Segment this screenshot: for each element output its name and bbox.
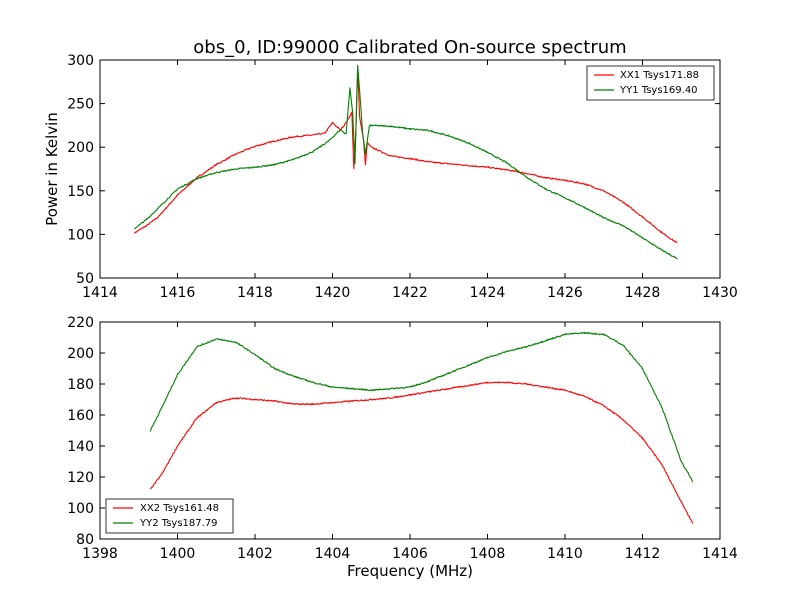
bottom-panel: 1398 1400 1402 1404 1406 1408 1410 1412 1414 80 10… — [67, 315, 738, 580]
legend-label-yy1: YY1 Tsys169.40 — [619, 85, 698, 96]
top-x-tick-label-3: 1420 — [315, 285, 351, 301]
legend-label-xx1: XX1 Tsys171.88 — [620, 70, 699, 81]
bottom-y-tick-label-5: 180 — [67, 377, 94, 393]
bottom-x-tick-label-2: 1402 — [237, 546, 273, 562]
top-x-tick-label-6: 1426 — [547, 285, 583, 301]
legend-label-xx2: XX2 Tsys161.48 — [140, 503, 219, 514]
top-x-tick-label-4: 1422 — [392, 285, 428, 301]
top-y-tick-label-0: 50 — [76, 271, 94, 287]
top-y-tick-label-5: 300 — [67, 53, 94, 69]
bottom-y-tick-label-3: 140 — [67, 439, 94, 455]
top-x-tick-label-8: 1430 — [702, 285, 738, 301]
bottom-x-tick-label-8: 1414 — [702, 546, 738, 562]
top-y-tick-label-1: 100 — [67, 227, 94, 243]
top-y-tick-label-3: 200 — [67, 140, 94, 156]
top-y-tick-label-2: 150 — [67, 184, 94, 200]
top-x-tick-label-5: 1424 — [470, 285, 506, 301]
top-series-line-1 — [134, 64, 678, 260]
chart-title: obs_0, ID:99000 Calibrated On-source spe… — [193, 37, 626, 58]
bottom-y-tick-label-2: 120 — [67, 470, 94, 486]
bottom-x-tick-label-3: 1404 — [315, 546, 351, 562]
top-x-tick-label-1: 1416 — [160, 285, 196, 301]
bottom-x-tick-label-4: 1406 — [392, 546, 428, 562]
bottom-series-line-0 — [149, 381, 694, 524]
top-y-tick-label-4: 250 — [67, 97, 94, 113]
bottom-y-tick-label-7: 220 — [67, 315, 94, 331]
top-panel: obs_0, ID:99000 Calibrated On-source spe… — [43, 37, 738, 301]
legend-label-yy2: YY2 Tsys187.79 — [139, 518, 218, 529]
x-axis-label-bottom: Frequency (MHz) — [347, 562, 473, 580]
top-x-tick-label-0: 1414 — [82, 285, 118, 301]
bottom-x-tick-label-6: 1410 — [547, 546, 583, 562]
y-axis-label-top: Power in Kelvin — [43, 112, 61, 226]
bottom-x-tick-label-7: 1412 — [625, 546, 661, 562]
bottom-y-tick-label-0: 80 — [76, 532, 94, 548]
top-series-line-0 — [134, 68, 678, 244]
top-x-tick-label-7: 1428 — [625, 285, 661, 301]
bottom-series-line-1 — [149, 331, 694, 483]
top-x-tick-label-2: 1418 — [237, 285, 273, 301]
top-plot-area: 1414 1416 1418 1420 1422 1424 1426 1428 1430 50 10… — [67, 53, 738, 301]
bottom-y-tick-label-1: 100 — [67, 501, 94, 517]
bottom-plot-area: 1398 1400 1402 1404 1406 1408 1410 1412 1414 80 10… — [67, 315, 738, 562]
bottom-x-tick-label-1: 1400 — [160, 546, 196, 562]
bottom-x-tick-label-0: 1398 — [82, 546, 118, 562]
bottom-x-tick-label-5: 1408 — [470, 546, 506, 562]
bottom-y-tick-label-6: 200 — [67, 346, 94, 362]
bottom-legend: XX2 Tsys161.48 YY2 Tsys187.79 — [105, 498, 234, 534]
top-legend: XX1 Tsys171.88 YY1 Tsys169.40 — [586, 65, 715, 101]
bottom-y-tick-label-4: 160 — [67, 408, 94, 424]
